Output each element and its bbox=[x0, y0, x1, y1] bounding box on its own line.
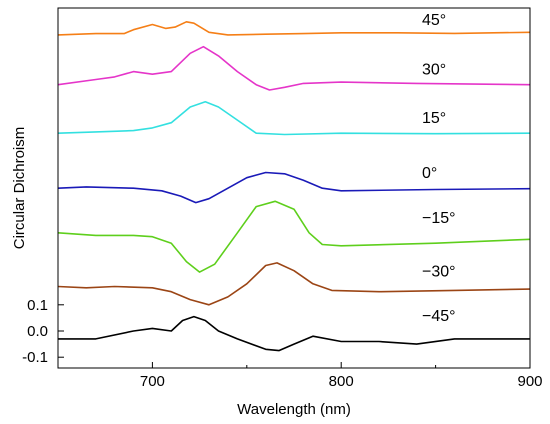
series-line-2 bbox=[57, 101, 531, 136]
y-tick-label-2: -0.1 bbox=[22, 349, 48, 366]
series-line-4 bbox=[57, 200, 531, 273]
y-axis: 0.1 0.0 -0.1 bbox=[22, 297, 64, 366]
x-tick-label-1: 800 bbox=[329, 373, 354, 390]
series-label-6: −45° bbox=[422, 308, 456, 325]
series-line-0 bbox=[57, 21, 531, 36]
x-tick-label-0: 700 bbox=[140, 373, 165, 390]
y-tick-label-1: 0.0 bbox=[27, 323, 48, 340]
series-line-3 bbox=[57, 171, 531, 204]
plot-frame bbox=[57, 7, 531, 369]
curves-group bbox=[57, 21, 531, 352]
y-axis-title: Circular Dichroism bbox=[11, 127, 28, 250]
y-tick-label-0: 0.1 bbox=[27, 297, 48, 314]
x-axis: 700 800 900 bbox=[57, 362, 543, 390]
series-line-5 bbox=[57, 262, 531, 306]
curve-labels-group: 45° 30° 15° 0° −15° −30° −45° bbox=[422, 12, 456, 325]
x-axis-title: Wavelength (nm) bbox=[237, 401, 351, 418]
series-label-1: 30° bbox=[422, 62, 446, 79]
x-tick-label-2: 900 bbox=[517, 373, 542, 390]
series-label-4: −15° bbox=[422, 210, 456, 227]
series-label-2: 15° bbox=[422, 110, 446, 127]
series-label-5: −30° bbox=[422, 263, 456, 280]
series-line-6 bbox=[58, 315, 530, 352]
series-label-3: 0° bbox=[422, 165, 437, 182]
series-label-0: 45° bbox=[422, 12, 446, 29]
series-line-1 bbox=[57, 45, 531, 91]
